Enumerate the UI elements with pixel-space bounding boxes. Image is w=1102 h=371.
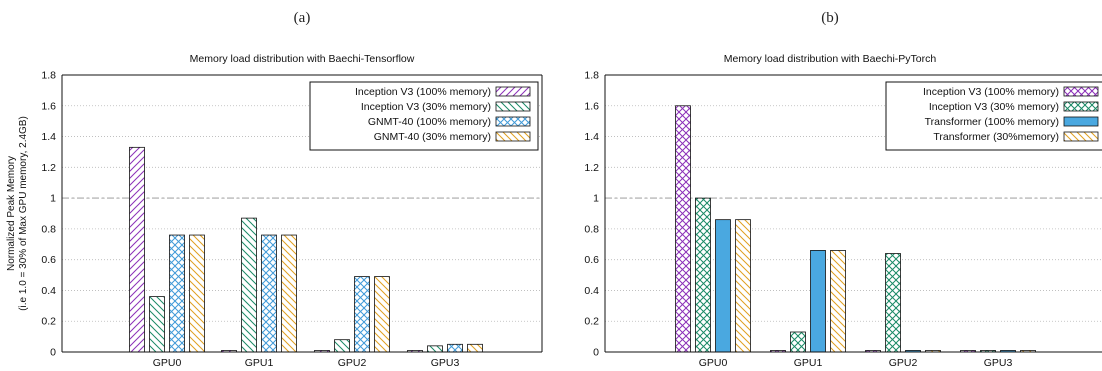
x-tick-label: GPU1 [794, 357, 823, 369]
legend-swatch [495, 131, 531, 142]
y-tick-label: 0.4 [41, 285, 56, 297]
y-tick-label: 0.2 [41, 316, 56, 328]
bar-gpu1-series-3 [261, 234, 277, 353]
bar-gpu1-series-2 [790, 331, 806, 353]
bar-gpu0-series-3 [715, 219, 731, 353]
bar-gpu0-series-4 [735, 219, 751, 353]
bar-gpu1-series-2 [241, 217, 257, 353]
x-tick-label: GPU3 [984, 357, 1013, 369]
legend: Inception V3 (100% memory) Inception V3 (… [309, 81, 539, 151]
legend-swatch [1063, 116, 1099, 127]
legend: Inception V3 (100% memory) Inception V3 (… [885, 81, 1102, 151]
y-tick-label: 0 [593, 347, 599, 359]
y-tick-label: 1.2 [41, 162, 56, 174]
y-tick-label: 0.6 [584, 254, 599, 266]
bar-gpu3-series-3 [447, 343, 463, 353]
panel-label: (a) [294, 10, 311, 26]
y-tick-label: 1 [593, 193, 599, 205]
bar-gpu1-series-3 [810, 250, 826, 353]
bar-gpu0-series-2 [695, 197, 711, 353]
y-tick-label: 1.8 [584, 70, 599, 82]
bar-gpu0-series-2 [149, 296, 165, 353]
legend-label: Inception V3 (30% memory) [361, 101, 491, 113]
y-tick-label: 1.4 [41, 131, 56, 143]
y-axis-label-line2: (i.e 1.0 = 30% of Max GPU memory, 2.4GB) [18, 116, 29, 311]
y-tick-label: 1.6 [584, 100, 599, 112]
bar-gpu1-series-4 [281, 234, 297, 353]
legend-label: Inception V3 (100% memory) [355, 86, 491, 98]
bar-gpu3-series-2 [427, 345, 443, 353]
y-tick-label: 1.6 [41, 100, 56, 112]
bar-gpu1-series-4 [830, 250, 846, 353]
x-tick-label: GPU0 [153, 357, 182, 369]
y-tick-label: 0.4 [584, 285, 599, 297]
y-tick-label: 1.2 [584, 162, 599, 174]
x-tick-label: GPU2 [889, 357, 918, 369]
legend-label: Transformer (30%memory) [933, 131, 1059, 143]
x-tick-label: GPU3 [431, 357, 460, 369]
y-tick-label: 0.6 [41, 254, 56, 266]
chart-title: Memory load distribution with Baechi-PyT… [724, 53, 937, 65]
bar-gpu2-series-2 [885, 253, 901, 353]
legend-swatch [1063, 86, 1099, 97]
bar-gpu0-series-1 [129, 146, 145, 353]
bar-gpu0-series-1 [675, 105, 691, 353]
bar-gpu3-series-4 [467, 343, 483, 353]
y-tick-label: 1 [50, 193, 56, 205]
y-axis-label: Normalized Peak Memory [6, 156, 17, 271]
legend-swatch [495, 116, 531, 127]
legend-label: GNMT-40 (100% memory) [368, 116, 491, 128]
y-tick-label: 1.8 [41, 70, 56, 82]
legend-label: Inception V3 (30% memory) [929, 101, 1059, 113]
bar-gpu2-series-2 [334, 339, 350, 353]
legend-label: Transformer (100% memory) [925, 116, 1059, 128]
x-tick-label: GPU0 [699, 357, 728, 369]
bar-gpu0-series-3 [169, 234, 185, 353]
y-tick-label: 0.8 [584, 223, 599, 235]
bar-gpu2-series-4 [374, 276, 390, 353]
x-tick-label: GPU1 [245, 357, 274, 369]
chart-panel-b: (b) Memory load distribution with Baechi-… [584, 10, 1102, 369]
bar-gpu0-series-4 [189, 234, 205, 353]
legend-swatch [1063, 131, 1099, 142]
legend-label: Inception V3 (100% memory) [923, 86, 1059, 98]
panel-label: (b) [821, 10, 839, 26]
chart-title: Memory load distribution with Baechi-Ten… [190, 53, 415, 65]
chart-panel-a: (a) Memory load distribution with Baechi-… [6, 10, 543, 369]
y-tick-label: 0 [50, 347, 56, 359]
legend-swatch [495, 101, 531, 112]
y-tick-label: 1.4 [584, 131, 599, 143]
legend-swatch [495, 86, 531, 97]
y-tick-label: 0.2 [584, 316, 599, 328]
bar-gpu2-series-3 [354, 276, 370, 353]
legend-label: GNMT-40 (30% memory) [374, 131, 491, 143]
x-tick-label: GPU2 [338, 357, 367, 369]
legend-swatch [1063, 101, 1099, 112]
y-tick-label: 0.8 [41, 223, 56, 235]
